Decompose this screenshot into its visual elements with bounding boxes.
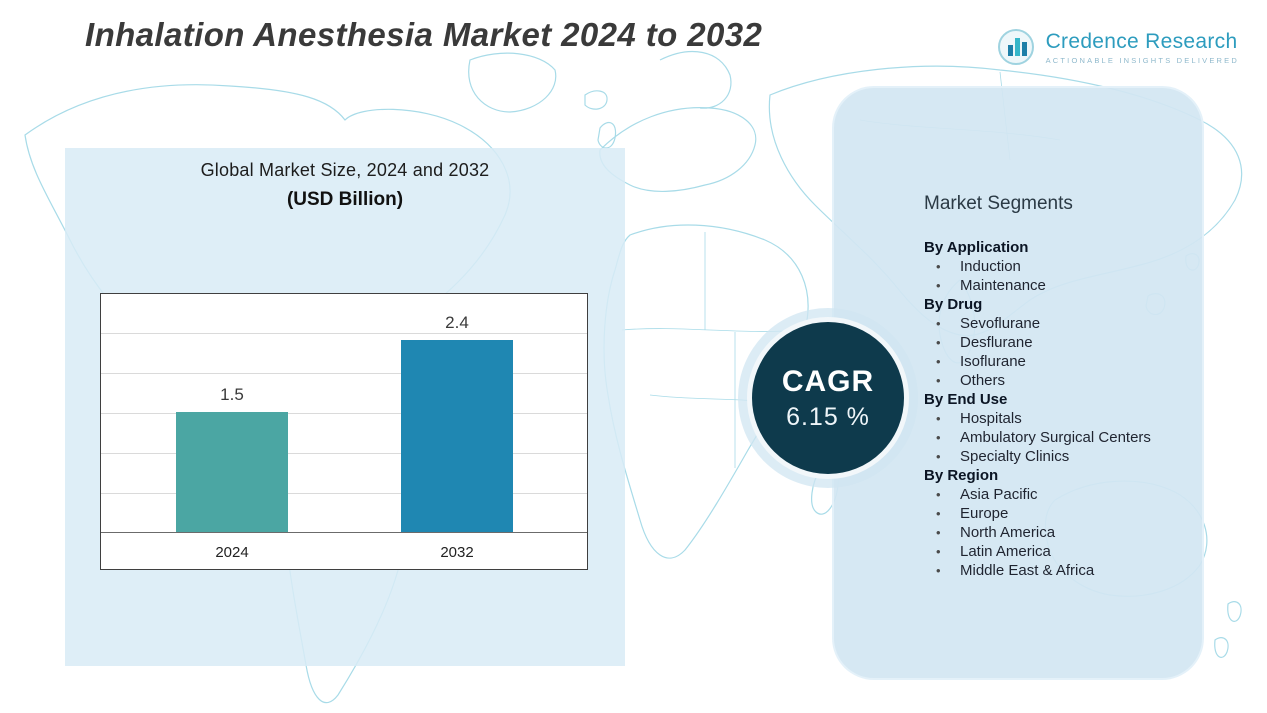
segment-item-label: Hospitals: [960, 410, 1022, 427]
segment-item-label: Europe: [960, 505, 1009, 522]
segment-item-label: Sevoflurane: [960, 315, 1041, 332]
segments-title: Market Segments: [924, 193, 1073, 214]
chart-subtitle: (USD Billion): [286, 189, 404, 210]
segment-item: • Isoflurane: [924, 352, 1194, 371]
segment-item: • Specialty Clinics: [924, 447, 1194, 466]
brand-name: Credence Research: [1045, 29, 1238, 53]
bullet-icon: •: [936, 430, 941, 445]
bullet-icon: •: [936, 335, 941, 350]
chart-title-block: Global Market Size, 2024 and 2032 (USD B…: [65, 160, 625, 211]
segment-item: • Sevoflurane: [924, 314, 1194, 333]
bullet-icon: •: [936, 373, 941, 388]
segment-item-label: Ambulatory Surgical Centers: [960, 429, 1151, 446]
chart-title: Global Market Size, 2024 and 2032: [200, 160, 490, 180]
x-axis-label: 2024: [215, 544, 249, 561]
segment-item-label: Latin America: [960, 543, 1051, 560]
segment-item: • Europe: [924, 504, 1194, 523]
segment-item: • Ambulatory Surgical Centers: [924, 428, 1194, 447]
bullet-icon: •: [936, 411, 941, 426]
brand-text: Credence Research Actionable Insights De…: [1046, 30, 1239, 65]
cagr-label: CAGR: [781, 364, 875, 398]
page-title: Inhalation Anesthesia Market 2024 to 203…: [85, 16, 763, 53]
bullet-icon: •: [936, 525, 941, 540]
bullet-icon: •: [936, 563, 941, 578]
cagr-badge: CAGR 6.15 %: [747, 317, 909, 479]
bullet-icon: •: [936, 544, 941, 559]
segment-item: • Maintenance: [924, 276, 1194, 295]
segment-item-label: North America: [960, 524, 1056, 541]
brand-logo: Credence Research Actionable Insights De…: [995, 26, 1239, 68]
segment-item: • Latin America: [924, 542, 1194, 561]
segment-item: • North America: [924, 523, 1194, 542]
segment-item-label: Isoflurane: [960, 353, 1026, 370]
bar-value-label: 1.5: [220, 385, 244, 404]
bar-2024: [176, 412, 288, 533]
bullet-icon: •: [936, 259, 941, 274]
bullet-icon: •: [936, 316, 941, 331]
segment-item-label: Specialty Clinics: [960, 448, 1070, 465]
segment-item: • Induction: [924, 257, 1194, 276]
bar-plot: 1.5 2.4: [101, 294, 587, 533]
segment-item: • Desflurane: [924, 333, 1194, 352]
segment-group-heading: By Drug: [924, 296, 983, 313]
segment-item: • Others: [924, 371, 1194, 390]
segment-item-label: Induction: [960, 258, 1021, 275]
bar-2032: [401, 340, 513, 533]
brand-tagline: Actionable Insights Delivered: [1045, 55, 1239, 65]
segment-item: • Middle East & Africa: [924, 561, 1194, 580]
x-axis-line: [101, 532, 587, 533]
bar-value-label: 2.4: [445, 313, 469, 332]
bar-chart-circle-icon: [997, 29, 1034, 65]
bullet-icon: •: [936, 487, 941, 502]
segment-item-label: Middle East & Africa: [960, 562, 1095, 579]
segment-item-label: Maintenance: [960, 277, 1046, 294]
bullet-icon: •: [936, 278, 941, 293]
segment-item-label: Asia Pacific: [960, 486, 1038, 503]
bar-chart: 1.5 2.4 2024 2032: [100, 293, 588, 570]
segment-item-label: Desflurane: [960, 334, 1033, 351]
bullet-icon: •: [936, 354, 941, 369]
bullet-icon: •: [936, 449, 941, 464]
bullet-icon: •: [936, 506, 941, 521]
segment-item-label: Others: [960, 372, 1006, 389]
segment-item: • Asia Pacific: [924, 485, 1194, 504]
x-axis-label: 2032: [440, 544, 474, 561]
segments-list: By Application • Induction • Maintenance By D…: [924, 238, 1194, 580]
segment-group-heading: By End Use: [924, 391, 1008, 408]
segment-item: • Hospitals: [924, 409, 1194, 428]
segment-group-heading: By Region: [924, 467, 999, 484]
cagr-value: 6.15 %: [786, 402, 870, 431]
segment-group-heading: By Application: [924, 239, 1029, 256]
